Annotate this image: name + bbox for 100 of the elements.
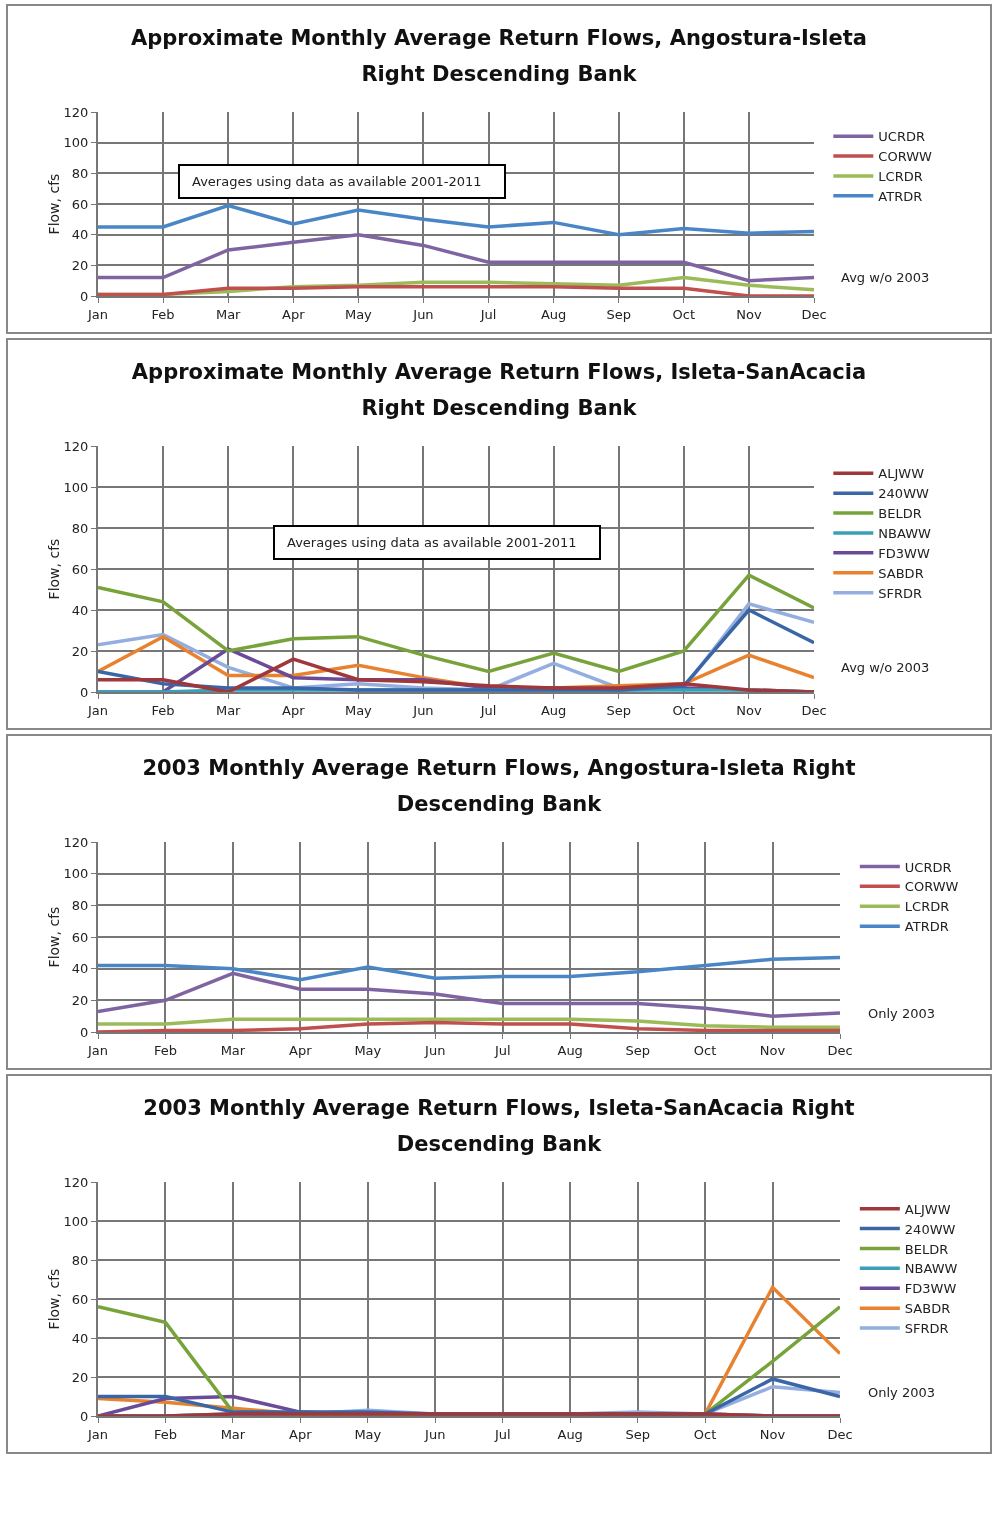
x-tick-label: Nov xyxy=(759,1426,786,1442)
text: Only 2003 xyxy=(868,1385,935,1400)
x-tick-label: May xyxy=(354,1042,382,1058)
y-tick-label: 80 xyxy=(71,897,89,913)
x-tick-label: Jan xyxy=(86,306,109,322)
legend-label: UCRDR xyxy=(878,129,925,145)
x-tick-label: Dec xyxy=(801,702,827,718)
legend-label: SABDR xyxy=(878,565,924,581)
y-tick-label: 20 xyxy=(71,1369,89,1385)
x-tick-label: Oct xyxy=(693,1042,717,1058)
x-tick-label: Jan xyxy=(86,1426,109,1442)
y-tick-label: 20 xyxy=(71,643,89,659)
legend-label: ALJWW xyxy=(904,1201,951,1217)
x-tick-label: Apr xyxy=(282,306,306,322)
legend-label: SABDR xyxy=(904,1301,951,1317)
y-tick-label: 40 xyxy=(71,1330,89,1346)
x-tick-label: Jun xyxy=(424,1042,446,1058)
y-tick-label: 0 xyxy=(80,1408,89,1424)
legend-label: SFRDR xyxy=(878,585,923,601)
y-tick-label: 80 xyxy=(71,520,89,536)
x-tick-label: May xyxy=(344,702,373,718)
y-axis-title: Flow, cfs xyxy=(46,173,62,235)
y-tick-label: 120 xyxy=(63,104,89,120)
y-axis-title: Flow, cfs xyxy=(46,538,62,600)
x-tick-label: Apr xyxy=(282,702,306,718)
y-tick-label: 60 xyxy=(71,929,89,945)
x-tick-label: Dec xyxy=(801,306,827,322)
chart-title: 2003 Monthly Average Return Flows, Isleta-SanAcacia Right Descending Bank xyxy=(142,1095,856,1158)
x-tick-label: Feb xyxy=(153,1042,177,1058)
x-tick-label: Jan xyxy=(86,1042,109,1058)
y-tick-label: 80 xyxy=(71,165,89,181)
x-tick-label: Jul xyxy=(479,702,497,718)
x-tick-label: Aug xyxy=(557,1426,583,1442)
legend-label: ATRDR xyxy=(904,919,949,935)
text: Only 2003 xyxy=(868,1006,935,1021)
x-tick-label: Apr xyxy=(289,1042,313,1058)
y-tick-label: 120 xyxy=(63,438,89,454)
y-tick-label: 0 xyxy=(80,1024,89,1040)
y-tick-label: 100 xyxy=(63,135,89,151)
x-tick-label: May xyxy=(344,306,373,322)
legend-label: BELDR xyxy=(878,506,922,522)
x-tick-label: Sep xyxy=(606,702,631,718)
x-tick-label: Feb xyxy=(153,1426,177,1442)
text: Avg w/o 2003 xyxy=(841,660,930,675)
x-tick-label: Mar xyxy=(215,306,242,322)
x-tick-label: Jan xyxy=(86,702,109,718)
x-tick-label: Jun xyxy=(424,1426,446,1442)
x-tick-label: Feb xyxy=(151,702,175,718)
chart-title: 2003 Monthly Average Return Flows, Angostura-Isleta Right Descending Bank xyxy=(141,755,857,818)
legend-label: SFRDR xyxy=(904,1321,949,1337)
y-tick-label: 100 xyxy=(63,1213,89,1229)
y-tick-label: 60 xyxy=(71,1291,89,1307)
legend-label: FD3WW xyxy=(904,1281,957,1297)
legend-label: ALJWW xyxy=(878,466,925,482)
legend-label: LCRDR xyxy=(878,169,923,185)
y-tick-label: 60 xyxy=(71,561,89,577)
x-tick-label: Aug xyxy=(557,1042,583,1058)
x-tick-label: Jul xyxy=(493,1426,511,1442)
x-tick-label: Apr xyxy=(289,1426,313,1442)
legend-label: CORWW xyxy=(904,879,959,895)
x-tick-label: May xyxy=(354,1426,382,1442)
x-tick-label: Sep xyxy=(625,1426,650,1442)
x-tick-label: Oct xyxy=(672,702,696,718)
y-tick-label: 40 xyxy=(71,961,89,977)
text-box: Averages using data as available 2001-2011 xyxy=(273,525,601,560)
legend-label: UCRDR xyxy=(904,859,952,875)
y-axis-title: Flow, cfs xyxy=(46,1268,62,1330)
x-tick-label: Oct xyxy=(672,306,696,322)
x-tick-label: Jun xyxy=(412,306,434,322)
legend-label: NBAWW xyxy=(878,526,931,542)
text: Avg w/o 2003 xyxy=(841,270,930,285)
x-tick-label: Nov xyxy=(736,702,762,718)
x-tick-label: Jul xyxy=(493,1042,511,1058)
y-tick-label: 120 xyxy=(63,834,89,850)
x-tick-label: Jun xyxy=(412,702,434,718)
legend-label: ATRDR xyxy=(878,188,923,204)
legend-label: NBAWW xyxy=(904,1261,958,1277)
y-tick-label: 120 xyxy=(63,1174,89,1190)
chart-title: Approximate Monthly Average Return Flows, Isleta-SanAcacia Right Descending Bank xyxy=(130,359,868,422)
legend-label: CORWW xyxy=(878,149,932,165)
legend-label: 240WW xyxy=(904,1221,956,1237)
y-tick-label: 60 xyxy=(71,196,89,212)
x-tick-label: Sep xyxy=(606,306,631,322)
legend-label: FD3WW xyxy=(878,545,930,561)
y-tick-label: 80 xyxy=(71,1252,89,1268)
y-axis-title: Flow, cfs xyxy=(46,906,62,968)
y-tick-label: 0 xyxy=(80,288,89,304)
y-tick-label: 20 xyxy=(71,257,89,273)
x-tick-label: Dec xyxy=(827,1426,853,1442)
y-tick-label: 100 xyxy=(63,479,89,495)
x-tick-label: Sep xyxy=(625,1042,650,1058)
x-tick-label: Aug xyxy=(540,702,567,718)
legend-label: 240WW xyxy=(878,486,929,502)
y-tick-label: 0 xyxy=(80,684,89,700)
x-tick-label: Jul xyxy=(479,306,497,322)
x-tick-label: Feb xyxy=(151,306,175,322)
text-box: Averages using data as available 2001-2011 xyxy=(178,164,506,199)
x-tick-label: Mar xyxy=(220,1426,246,1442)
y-tick-label: 40 xyxy=(71,227,89,243)
x-tick-label: Mar xyxy=(220,1042,246,1058)
